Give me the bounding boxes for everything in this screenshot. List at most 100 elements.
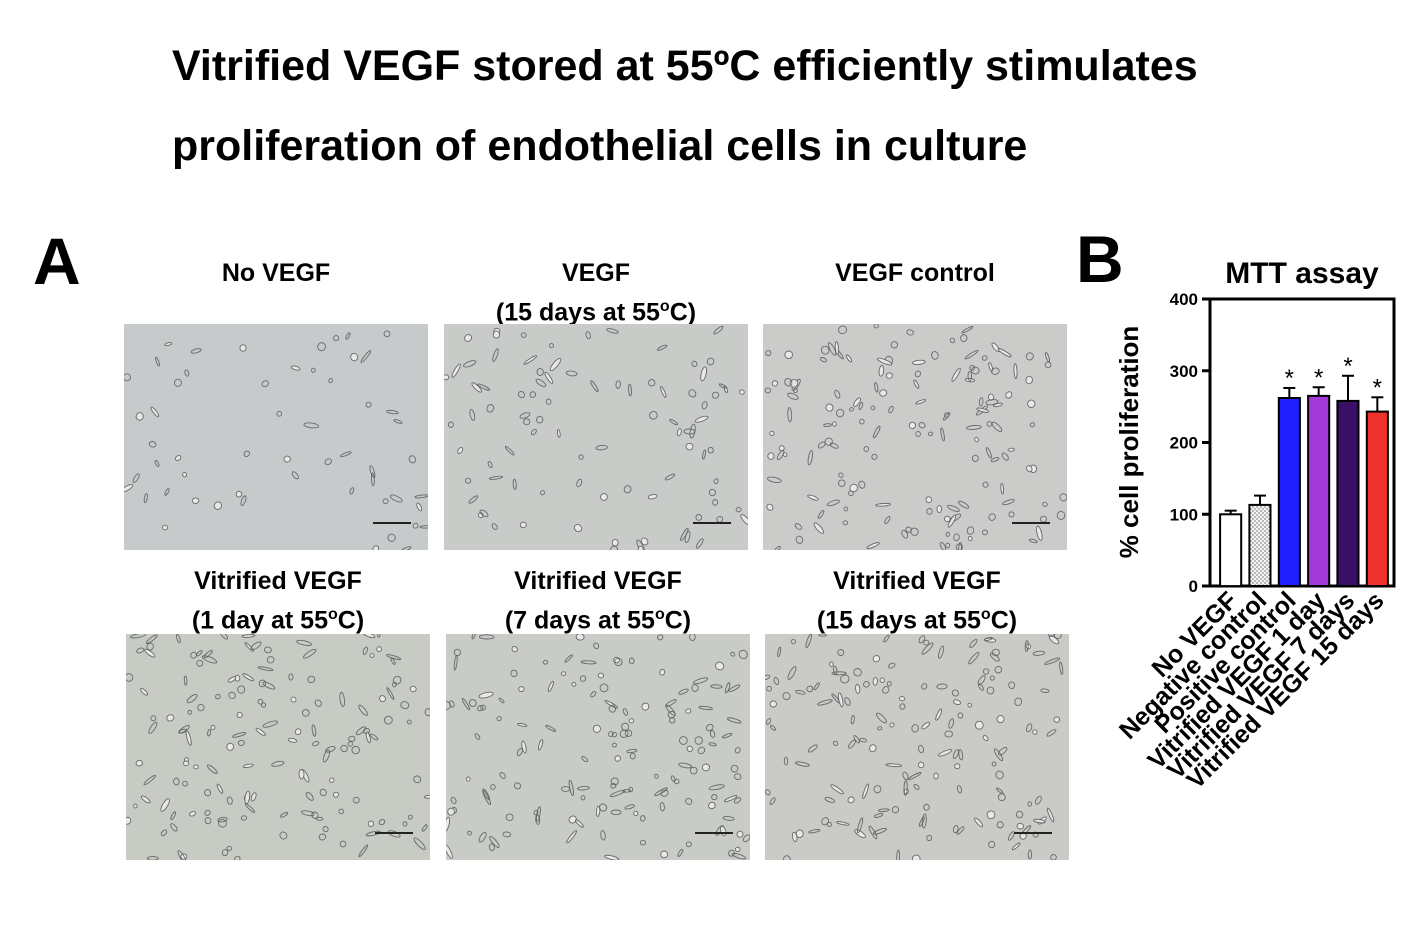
cell	[1029, 422, 1036, 428]
cell	[386, 654, 402, 661]
cell	[317, 342, 326, 352]
cell	[915, 431, 921, 437]
cell	[805, 634, 812, 649]
cell	[936, 504, 943, 514]
cell	[575, 819, 584, 828]
cell	[831, 671, 847, 676]
cell	[160, 798, 170, 812]
cell	[858, 418, 865, 425]
cell	[148, 441, 157, 448]
cell	[939, 541, 947, 550]
micrograph-cells	[764, 324, 1067, 550]
cell	[641, 702, 650, 711]
cell	[640, 537, 649, 546]
cell	[819, 357, 828, 363]
cell	[610, 777, 619, 786]
cell	[659, 669, 666, 676]
cell	[820, 345, 830, 355]
cell	[679, 736, 688, 745]
cell	[1035, 525, 1043, 541]
cell	[565, 370, 578, 377]
cell	[207, 728, 212, 737]
cell	[290, 365, 301, 371]
cell	[148, 721, 158, 734]
cell	[322, 826, 329, 833]
cell	[996, 715, 1005, 724]
figure-title-line-1: Vitrified VEGF stored at 55ºC efficientl…	[172, 42, 1198, 90]
cell	[878, 365, 885, 377]
cell	[478, 831, 487, 843]
cell	[387, 830, 401, 838]
cell	[885, 763, 903, 768]
significance-marker: *	[1343, 353, 1352, 380]
cell	[877, 726, 883, 731]
cell	[1000, 482, 1005, 495]
cell	[502, 831, 512, 838]
cell	[877, 808, 890, 813]
cell	[872, 677, 878, 686]
cell	[263, 646, 272, 654]
caption-no-vegf: No VEGF	[221, 259, 331, 287]
cell	[991, 367, 1000, 375]
cell	[1059, 493, 1067, 502]
cell	[787, 407, 793, 423]
cell	[258, 679, 267, 688]
cell	[408, 455, 417, 464]
cell	[993, 402, 1003, 408]
cell	[995, 770, 1004, 780]
scale-bar	[373, 522, 411, 524]
cell	[606, 328, 619, 334]
cell	[266, 656, 275, 664]
cell	[188, 811, 197, 817]
cell	[237, 685, 246, 694]
cell	[901, 529, 909, 539]
cell	[782, 692, 791, 701]
cell	[218, 634, 229, 640]
cell	[873, 785, 882, 794]
cell	[945, 531, 950, 537]
cell	[135, 759, 143, 767]
cell	[936, 683, 948, 690]
cell	[154, 460, 160, 467]
micrograph-cells	[126, 634, 430, 860]
cell	[915, 399, 927, 405]
cell	[155, 356, 160, 367]
cell	[325, 745, 336, 753]
cell	[283, 455, 291, 463]
cell	[177, 850, 187, 860]
cell	[1025, 352, 1034, 361]
cell	[242, 763, 254, 768]
cell	[413, 837, 426, 850]
cell	[953, 533, 960, 542]
cell	[910, 527, 919, 536]
cell	[333, 791, 339, 798]
figure-title-line-2: proliferation of endothelial cells in cu…	[172, 122, 1028, 170]
cell	[808, 829, 821, 834]
cell	[721, 733, 733, 739]
cell	[201, 655, 218, 664]
cell	[769, 700, 777, 708]
cell	[1013, 363, 1018, 379]
cell	[670, 775, 676, 783]
cell	[927, 431, 934, 437]
cell	[339, 840, 347, 848]
cell	[234, 855, 241, 860]
cell	[907, 772, 922, 781]
cell	[614, 657, 623, 667]
cell	[818, 634, 827, 637]
cell	[692, 677, 709, 685]
cell	[834, 389, 841, 399]
cell	[446, 701, 451, 710]
mtt-assay-bar-chart: MTT assay % cell proliferation 0 100 200 300 4…	[1114, 257, 1396, 795]
cell	[629, 752, 636, 760]
cell	[716, 515, 724, 523]
cell	[938, 645, 945, 659]
cell	[276, 410, 283, 417]
cell	[517, 391, 526, 399]
cell	[144, 648, 156, 658]
cell	[764, 387, 771, 394]
cell	[377, 634, 381, 638]
cell	[288, 673, 294, 681]
cell	[451, 363, 461, 378]
cell	[988, 840, 996, 849]
